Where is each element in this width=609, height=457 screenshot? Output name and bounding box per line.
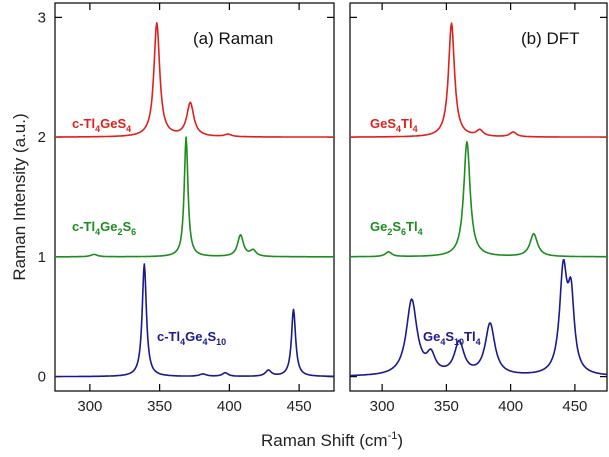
x-tick-label: 400: [498, 398, 523, 415]
plot-frame: [54, 2, 335, 392]
y-tick-label: 2: [38, 129, 46, 146]
series-trace-0: [54, 22, 335, 138]
series-label: Ge2S6Tl4: [370, 219, 423, 237]
x-tick-label: 300: [370, 398, 395, 415]
series-label: c-Tl4GeS4: [72, 116, 131, 134]
series-label: c-Tl4Ge4S10: [157, 329, 226, 347]
x-tick-label: 450: [562, 398, 587, 415]
panel-title: (a) Raman: [193, 29, 273, 48]
y-axis-title: Raman Intensity (a.u.): [10, 113, 29, 280]
series-label: c-Tl4Ge2S6: [72, 219, 136, 237]
series-label: Ge4S10Tl4: [423, 329, 481, 347]
y-tick-label: 1: [38, 249, 46, 266]
panel-a-raman: 300 350 400 450 0 1 2 3 c-Tl4GeS4 c-Tl4Ge2S6 c-Tl4…: [38, 2, 335, 415]
y-tick-label: 3: [38, 9, 46, 26]
series-trace-0: [349, 22, 608, 138]
x-axis-title: Raman Shift (cm-1): [261, 430, 403, 450]
series-trace-2: [54, 263, 335, 378]
x-tick-label: 450: [287, 398, 312, 415]
series-trace-1: [349, 141, 608, 258]
panel-title: (b) DFT: [521, 29, 580, 48]
series-trace-1: [54, 136, 335, 258]
plot-frame: [349, 2, 608, 392]
y-tick-label: 0: [38, 369, 46, 386]
panel-b-dft: 300 350 400 450 GeS4Tl4 Ge2S6Tl4 Ge4S10Tl4 (b) …: [349, 2, 608, 415]
x-tick-label: 400: [217, 398, 242, 415]
series-trace-2: [349, 259, 608, 377]
series-label: GeS4Tl4: [370, 116, 418, 134]
x-tick-label: 300: [77, 398, 102, 415]
x-tick-label: 350: [434, 398, 459, 415]
x-tick-label: 350: [147, 398, 172, 415]
